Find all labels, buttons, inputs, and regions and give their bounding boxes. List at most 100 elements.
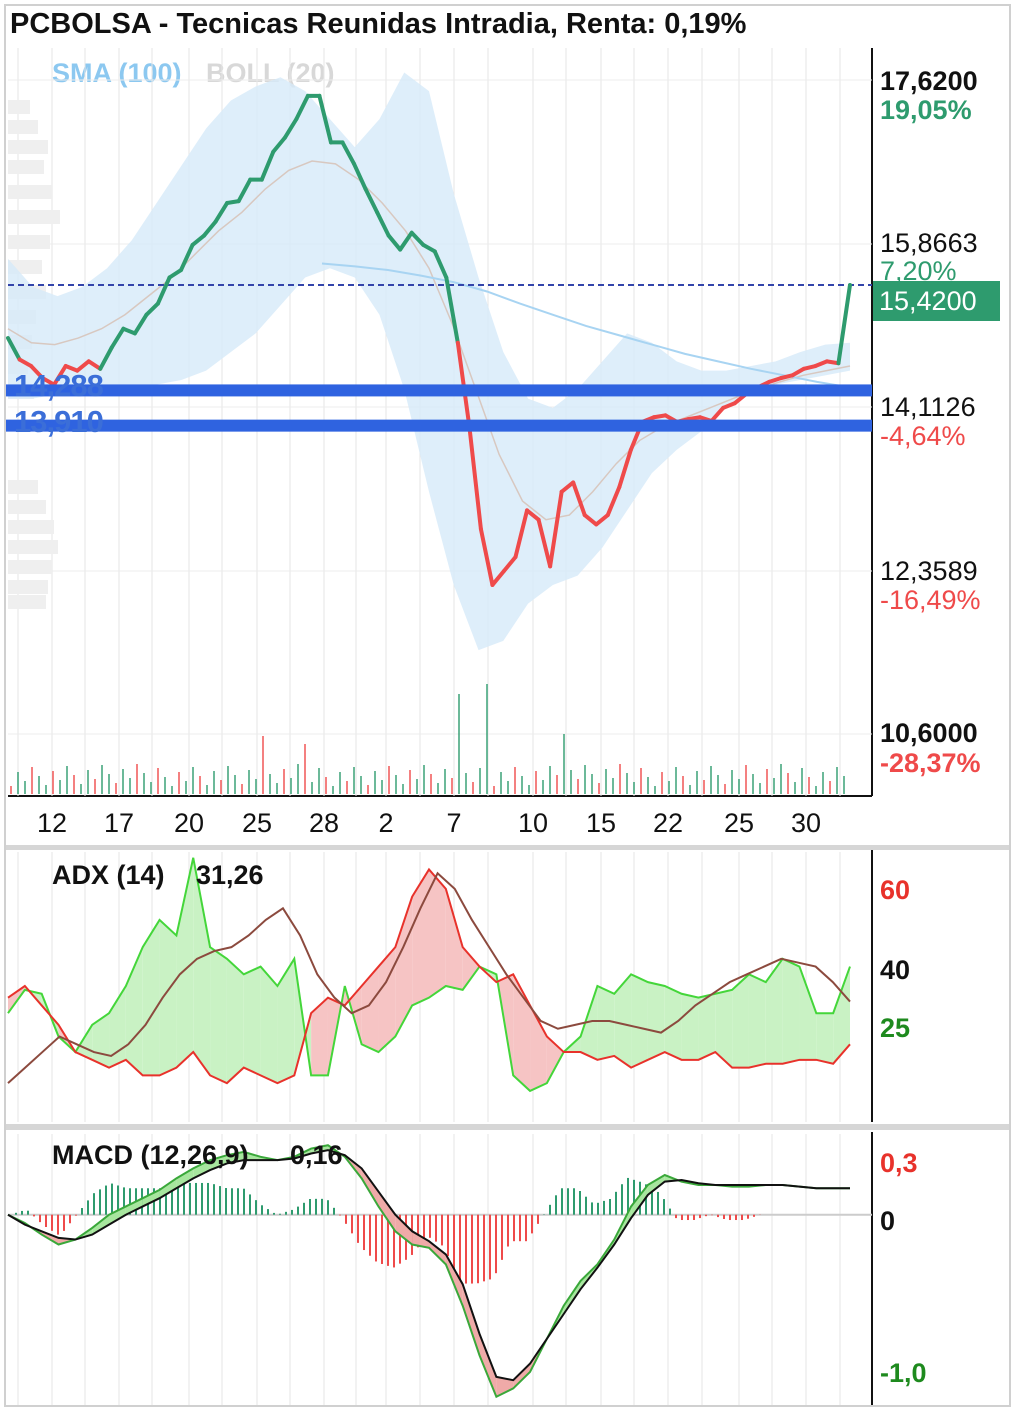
- volume-profile-bar: [8, 480, 38, 494]
- volume-bar: [325, 777, 327, 794]
- volume-bar: [423, 765, 425, 794]
- volume-bar: [416, 779, 418, 794]
- price-line-segment: [202, 219, 218, 238]
- price-line-segment: [63, 364, 80, 373]
- volume-profile-bar: [8, 540, 58, 554]
- volume-profile-bar: [8, 520, 54, 534]
- adx-fill: [243, 966, 261, 1076]
- date-label-6: 7: [446, 808, 462, 838]
- volume-bar: [703, 780, 705, 794]
- adx-fill: [429, 869, 446, 998]
- volume-profile-bar: [8, 160, 44, 174]
- volume-bar: [710, 766, 712, 794]
- macd-fill: [412, 1231, 429, 1248]
- price-line-segment: [40, 376, 57, 387]
- panel-divider-adx: [6, 845, 1009, 850]
- adx-fill: [614, 974, 632, 1068]
- price-line-segment: [282, 117, 299, 140]
- volume-bar: [430, 774, 432, 794]
- volume-bar: [409, 770, 411, 794]
- last-price-tag: 15,4200: [873, 281, 1000, 321]
- macd-fill: [462, 1284, 480, 1356]
- adx-fill: [715, 989, 733, 1068]
- di-minus-line: [7, 867, 851, 1085]
- adx-fill: [462, 947, 480, 990]
- macd-fill: [378, 1191, 396, 1232]
- volume-bar: [808, 777, 810, 794]
- macd-fill: [479, 1333, 497, 1397]
- volume-bar: [773, 778, 775, 794]
- volume-bar: [549, 766, 551, 794]
- volume-bar: [612, 778, 614, 794]
- adx-fill: [361, 966, 379, 1053]
- volume-bar: [262, 736, 264, 794]
- volume-bar: [696, 771, 698, 794]
- volume-bar: [73, 775, 75, 794]
- volume-bar: [605, 769, 607, 794]
- adx-fill: [546, 1036, 564, 1084]
- volume-bar: [339, 772, 341, 794]
- adx-label: ADX (14): [52, 860, 165, 890]
- volume-bar: [486, 684, 488, 794]
- date-label-11: 30: [790, 808, 822, 838]
- volume-bar: [472, 782, 474, 794]
- volume-bar: [157, 768, 159, 794]
- date-label-9: 22: [652, 808, 684, 838]
- volume-bar: [836, 767, 838, 794]
- volume-bar: [465, 773, 467, 794]
- volume-bar: [395, 775, 397, 794]
- adx-fill: [597, 986, 615, 1060]
- price-line-segment: [536, 517, 553, 569]
- macd-fill: [142, 1189, 160, 1207]
- date-label-7: 10: [517, 808, 549, 838]
- price-axis-label-1: 15,8663: [880, 228, 978, 258]
- price-line-segment: [467, 424, 483, 532]
- volume-bar: [507, 781, 509, 794]
- price-line-segment: [559, 480, 576, 494]
- volume-bar: [563, 734, 565, 794]
- volume-bar: [794, 782, 796, 794]
- volume-bar: [59, 780, 61, 794]
- volume-bar: [108, 774, 110, 794]
- volume-bar: [234, 775, 236, 794]
- volume-bar: [668, 781, 670, 794]
- volume-bar: [311, 782, 313, 794]
- price-line-segment: [478, 527, 495, 587]
- adx-fill: [92, 1013, 110, 1068]
- price-line-segment: [790, 366, 806, 378]
- volume-bar: [514, 767, 516, 794]
- adx-fill: [748, 974, 766, 1068]
- price-axis-label-2: 14,1126: [880, 392, 976, 422]
- macd-fill: [647, 1175, 665, 1195]
- volume-bar: [437, 783, 439, 794]
- price-line-segment: [294, 93, 310, 122]
- volume-bar: [752, 774, 754, 794]
- volume-bar: [332, 786, 334, 794]
- macd-fill: [125, 1198, 143, 1215]
- volume-bar: [297, 764, 299, 794]
- volume-bar: [633, 782, 635, 794]
- price-line-segment: [444, 275, 460, 345]
- volume-bar: [675, 767, 677, 794]
- adx-fill: [412, 869, 429, 1006]
- volume-bar: [24, 781, 26, 794]
- volume-bar: [199, 776, 201, 794]
- adx-fill: [664, 986, 682, 1060]
- adx-value: 31,26: [196, 860, 264, 890]
- price-line-segment: [109, 326, 126, 350]
- macd-axis-label-0: 0,3: [880, 1148, 918, 1178]
- volume-bar: [738, 779, 740, 794]
- volume-bar: [388, 766, 390, 794]
- macd-fill: [395, 1214, 413, 1245]
- volume-bar: [136, 764, 138, 794]
- volume-bar: [766, 769, 768, 794]
- volume-bar: [444, 769, 446, 794]
- price-axis-pct-2: -4,64%: [880, 421, 966, 451]
- volume-bar: [584, 765, 586, 794]
- macd-value: 0,16: [290, 1140, 343, 1170]
- volume-bar: [94, 779, 96, 794]
- price-line-segment: [432, 249, 449, 280]
- volume-bar: [220, 780, 222, 794]
- sma-100-line: [321, 262, 851, 389]
